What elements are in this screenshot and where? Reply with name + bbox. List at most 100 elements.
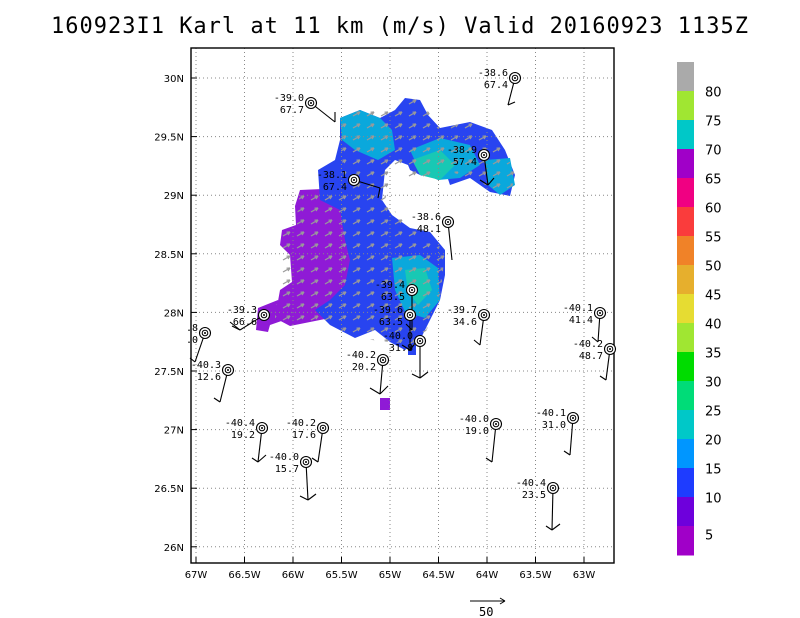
swath-white-hole <box>395 170 448 226</box>
station-dot <box>411 289 413 291</box>
station-temp: -40.2 <box>286 418 316 429</box>
wind-barb <box>473 339 481 346</box>
colorbar-label: 70 <box>705 143 722 158</box>
colorbar-swatch <box>677 381 694 411</box>
station-ring-inner <box>307 99 315 107</box>
station-ring-inner <box>416 337 424 345</box>
station-dot <box>322 427 324 429</box>
wind-barb <box>369 387 381 395</box>
lon-tick-label: 64.5W <box>422 570 454 581</box>
dropsonde-stations: -38.667.4-39.067.7-38.957.4-38.167.4-38.… <box>186 68 617 531</box>
station-dot <box>495 423 497 425</box>
lon-tick-label: 66W <box>282 570 305 581</box>
colorbar-label: 35 <box>705 346 722 361</box>
wind-barb <box>377 187 381 199</box>
swath-pixel <box>380 398 390 410</box>
station-rh: 67.7 <box>280 105 304 116</box>
wind-barb <box>299 495 309 501</box>
station-temp: -40.2 <box>346 350 376 361</box>
station-dot <box>552 487 554 489</box>
lat-tick-label: 27.5N <box>154 367 184 378</box>
station-temp: -40.4 <box>516 478 546 489</box>
plot-frame <box>190 47 615 564</box>
colorbar-swatch <box>677 439 694 469</box>
station-s19: -40.131.0 <box>536 408 580 456</box>
station-rh: 31.8 <box>389 343 413 354</box>
station-s20: -40.015.7 <box>269 452 317 501</box>
station-rh: 19.0 <box>465 426 489 437</box>
station-ring-inner <box>260 311 268 319</box>
plot-title: 160923I1 Karl at 11 km (m/s) Valid 20160… <box>50 14 749 39</box>
station-temp: -38.1 <box>317 170 347 181</box>
station-dot <box>305 461 307 463</box>
station-ring-inner <box>319 424 327 432</box>
colorbar-swatch <box>677 91 694 121</box>
station-dot <box>483 154 485 156</box>
swath-pixel <box>408 345 416 355</box>
station-ring-inner <box>569 414 577 422</box>
colorbar-swatch <box>677 120 694 150</box>
colorbar-label: 80 <box>705 85 722 100</box>
colorbar-swatch <box>677 352 694 382</box>
wind-barb <box>563 450 571 456</box>
colorbar: 5 10 15 20 25 30 35 40 45 50 55 60 65 70 75 80 <box>677 62 722 556</box>
colorbar-swatch <box>677 526 694 556</box>
station-rh: 20.2 <box>352 362 376 373</box>
station-rh: 41.4 <box>569 315 593 326</box>
colorbar-swatch <box>677 497 694 527</box>
station-ring-inner <box>302 458 310 466</box>
station-dot <box>447 221 449 223</box>
station-s1: -38.667.4 <box>478 68 522 106</box>
station-dot <box>261 427 263 429</box>
wind-barb <box>551 523 561 531</box>
wind-barb <box>591 336 599 343</box>
station-ring-inner <box>480 151 488 159</box>
wind-barb <box>189 357 196 363</box>
lat-tick-label: 27N <box>164 426 184 437</box>
station-temp: .8 <box>186 323 198 334</box>
station-dot <box>599 312 601 314</box>
station-ring-inner <box>511 74 519 82</box>
station-ring-inner <box>492 420 500 428</box>
wind-barb <box>419 371 429 379</box>
lon-tick-label: 67W <box>185 570 208 581</box>
station-temp: -40.1 <box>536 408 566 419</box>
lon-tick-label: 65.5W <box>325 570 357 581</box>
station-temp: -40.0 <box>269 452 299 463</box>
station-temp: -38.9 <box>447 145 477 156</box>
station-s17: -40.217.6 <box>286 418 330 463</box>
colorbar-label: 55 <box>705 230 722 245</box>
station-dot <box>382 359 384 361</box>
wind-barb <box>251 457 259 463</box>
wind-barb <box>401 344 411 351</box>
colorbar-swatch <box>677 323 694 353</box>
colorbar-swatch <box>677 236 694 266</box>
station-s10: -40.141.4 <box>563 303 607 343</box>
station-temp: -40.3 <box>191 360 221 371</box>
station-rh: 17.6 <box>292 430 316 441</box>
station-s14: -40.312.6 <box>191 360 235 403</box>
scale-vector: 50 <box>470 597 506 618</box>
lat-lon-grid <box>191 48 614 563</box>
station-dot <box>419 340 421 342</box>
wind-barb <box>569 417 574 456</box>
station-ring-inner <box>224 366 232 374</box>
wind-barb <box>305 461 309 501</box>
station-dot <box>353 179 355 181</box>
station-s2: -39.067.7 <box>274 93 336 123</box>
station-ring-inner <box>606 345 614 353</box>
station-s16: -40.419.2 <box>225 418 269 463</box>
lat-tick-label: 28N <box>164 308 184 319</box>
station-rh: 19.2 <box>231 430 255 441</box>
colorbar-swatch <box>677 62 694 92</box>
station-ring-inner <box>258 424 266 432</box>
station-rh: 67.4 <box>484 80 508 91</box>
lat-tick-label: 26N <box>164 543 184 554</box>
colorbar-label: 60 <box>705 201 722 216</box>
wind-barb <box>307 493 317 501</box>
station-ring-inner <box>406 311 414 319</box>
wind-barb <box>379 385 389 395</box>
colorbar-label: 75 <box>705 114 722 129</box>
station-ring-inner <box>201 329 209 337</box>
